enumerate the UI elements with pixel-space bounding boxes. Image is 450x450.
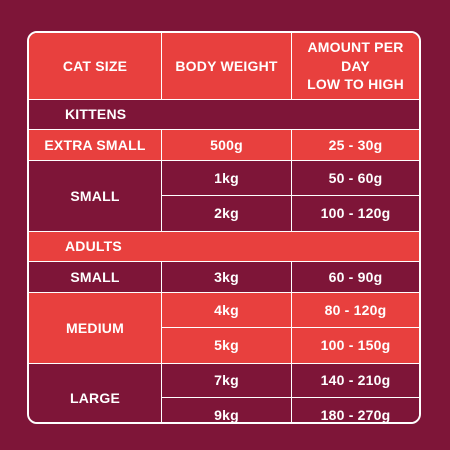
amount-cell: 100 - 120g [292,196,419,232]
amount-cell: 180 - 270g [292,398,419,422]
size-adult-small: SMALL [29,262,162,293]
size-adult-large: LARGE [29,364,162,422]
weight-cell: 500g [162,130,292,161]
amount-cell: 60 - 90g [292,262,419,293]
weight-cell: 1kg [162,161,292,196]
amount-cell: 25 - 30g [292,130,419,161]
table-grid: CAT SIZE BODY WEIGHT AMOUNT PER DAY LOW … [29,33,419,422]
amount-cell: 80 - 120g [292,293,419,328]
header-amount-line2: LOW TO HIGH [307,76,404,93]
size-kitten-extra-small: EXTRA SMALL [29,130,162,161]
weight-cell: 4kg [162,293,292,328]
weight-cell: 3kg [162,262,292,293]
amount-cell: 100 - 150g [292,328,419,364]
size-adult-medium: MEDIUM [29,293,162,364]
header-amount-per-day: AMOUNT PER DAY LOW TO HIGH [292,33,419,100]
header-body-weight: BODY WEIGHT [162,33,292,100]
weight-cell: 7kg [162,364,292,398]
weight-cell: 2kg [162,196,292,232]
section-kittens: KITTENS [29,100,419,130]
size-kitten-small: SMALL [29,161,162,232]
header-amount-line1: AMOUNT PER DAY [307,38,404,74]
weight-cell: 5kg [162,328,292,364]
header-cat-size: CAT SIZE [29,33,162,100]
feeding-guide-table: CAT SIZE BODY WEIGHT AMOUNT PER DAY LOW … [27,31,421,424]
amount-cell: 50 - 60g [292,161,419,196]
amount-cell: 140 - 210g [292,364,419,398]
section-adults: ADULTS [29,232,419,262]
weight-cell: 9kg [162,398,292,422]
